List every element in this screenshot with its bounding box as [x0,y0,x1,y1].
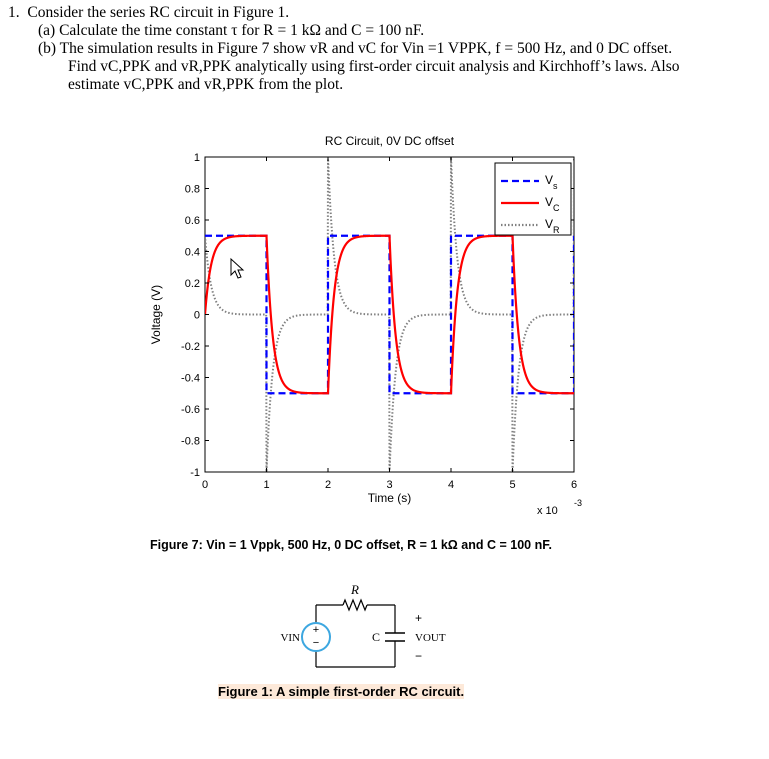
source-minus: − [313,637,319,649]
vout-minus: − [415,649,422,663]
legend-label-subscript: s [553,181,558,191]
figure7-caption: Figure 7: Vin = 1 Vppk, 500 Hz, 0 DC off… [150,538,552,552]
series-vc-line [205,234,574,395]
vout-plus: + [415,611,422,625]
y-tick-label: 0.4 [185,247,200,259]
legend-label: V [545,173,553,187]
x-axis-label: Time (s) [368,491,412,505]
resistor-symbol [342,598,368,612]
question-part-a: (a) Calculate the time constant τ for R … [38,22,425,39]
plot-layer: 0 1 2 3 4 5 6 -1 -0.8 -0.6 -0.4 -0.2 0 0.2 0.4 0.6 0.8 1 R… [149,134,582,517]
x-tick-label: 1 [263,479,269,491]
x-tick-label: 3 [386,479,392,491]
resistor-label: R [350,582,359,597]
y-tick-label: 0.2 [185,278,200,290]
x-tick-label: 6 [571,479,577,491]
voltage-source-icon [301,622,331,652]
x-tick-label: 4 [448,479,454,491]
question-intro-text: Consider the series RC circuit in Figure… [27,4,290,21]
question-number: 1. [8,4,20,21]
question-part-b-line1: (b) The simulation results in Figure 7 s… [38,40,673,57]
legend-box [494,162,572,236]
cursor-icon [230,257,245,279]
question-intro: 1. Consider the series RC circuit in Fig… [8,4,763,22]
legend-label-subscript: R [553,225,560,235]
y-tick-label: -0.2 [181,341,200,353]
y-tick-label: -0.8 [181,436,200,448]
source-plus: + [313,624,319,636]
x-multiplier: x 10 [537,505,558,517]
legend-label-subscript: C [553,203,560,213]
series-vs-line [205,234,574,395]
capacitor-label: C [372,630,380,644]
y-tick-label: -0.6 [181,404,200,416]
figure1-caption: Figure 1: A simple first-order RC circui… [218,684,465,699]
question-block: 1. Consider the series RC circuit in Fig… [8,4,763,94]
rc-plot: 0 1 2 3 4 5 6 -1 -0.8 -0.6 -0.4 -0.2 0 0.2 0.4 0.6 0.8 1 R… [149,134,582,517]
vin-label: VIN [280,632,300,644]
y-axis-label: Voltage (V) [149,285,163,344]
question-part-b-line2: Find vC,PPK and vR,PPK analytically usin… [68,58,680,75]
vout-label: VOUT [415,632,446,644]
legend-label: V [545,195,553,209]
y-tick-label: 0.6 [185,215,200,227]
y-tick-label: 1 [194,152,200,164]
chart-title: RC Circuit, 0V DC offset [325,134,455,148]
y-tick-label: -0.4 [181,373,200,385]
x-exponent: -3 [574,498,582,508]
y-tick-label: 0.8 [185,184,200,196]
figure1-caption-text: Figure 1: A simple first-order RC circui… [218,684,465,699]
x-tick-label: 5 [509,479,515,491]
y-tick-label: 0 [194,310,200,322]
x-tick-label: 2 [325,479,331,491]
question-part-b-line3: estimate vC,PPK and vR,PPK from the plot… [68,76,344,93]
y-tick-label: -1 [190,467,200,479]
legend-label: V [545,217,553,231]
x-tick-label: 0 [202,479,208,491]
